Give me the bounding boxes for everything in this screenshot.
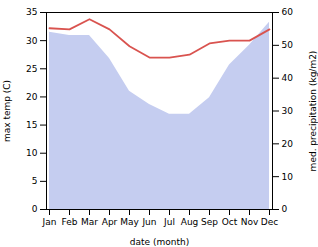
- svg-text:med. precipitation (kg/m2): med. precipitation (kg/m2): [308, 51, 318, 172]
- svg-text:25: 25: [26, 64, 37, 74]
- svg-text:30: 30: [282, 106, 294, 116]
- svg-text:15: 15: [26, 120, 37, 130]
- svg-text:Sep: Sep: [201, 217, 218, 227]
- svg-text:0: 0: [32, 204, 38, 214]
- svg-text:Dec: Dec: [261, 217, 278, 227]
- svg-text:35: 35: [26, 7, 37, 17]
- svg-text:date (month): date (month): [130, 237, 189, 247]
- svg-text:Oct: Oct: [222, 217, 238, 227]
- svg-text:Nov: Nov: [241, 217, 259, 227]
- svg-text:Jun: Jun: [141, 217, 156, 227]
- svg-text:20: 20: [282, 139, 294, 149]
- svg-text:0: 0: [282, 204, 288, 214]
- svg-text:40: 40: [282, 73, 294, 83]
- svg-text:30: 30: [26, 36, 38, 46]
- svg-text:10: 10: [282, 172, 294, 182]
- svg-text:Feb: Feb: [62, 217, 78, 227]
- svg-text:50: 50: [282, 40, 294, 50]
- svg-text:60: 60: [282, 7, 294, 17]
- svg-text:Aug: Aug: [181, 217, 199, 227]
- svg-text:Jul: Jul: [163, 217, 175, 227]
- svg-text:Apr: Apr: [102, 217, 118, 227]
- svg-text:20: 20: [26, 92, 38, 102]
- svg-text:May: May: [120, 217, 139, 227]
- svg-text:Mar: Mar: [81, 217, 98, 227]
- svg-text:5: 5: [32, 176, 38, 186]
- svg-text:Jan: Jan: [42, 217, 57, 227]
- svg-text:10: 10: [26, 148, 38, 158]
- svg-text:max temp (C): max temp (C): [2, 80, 12, 142]
